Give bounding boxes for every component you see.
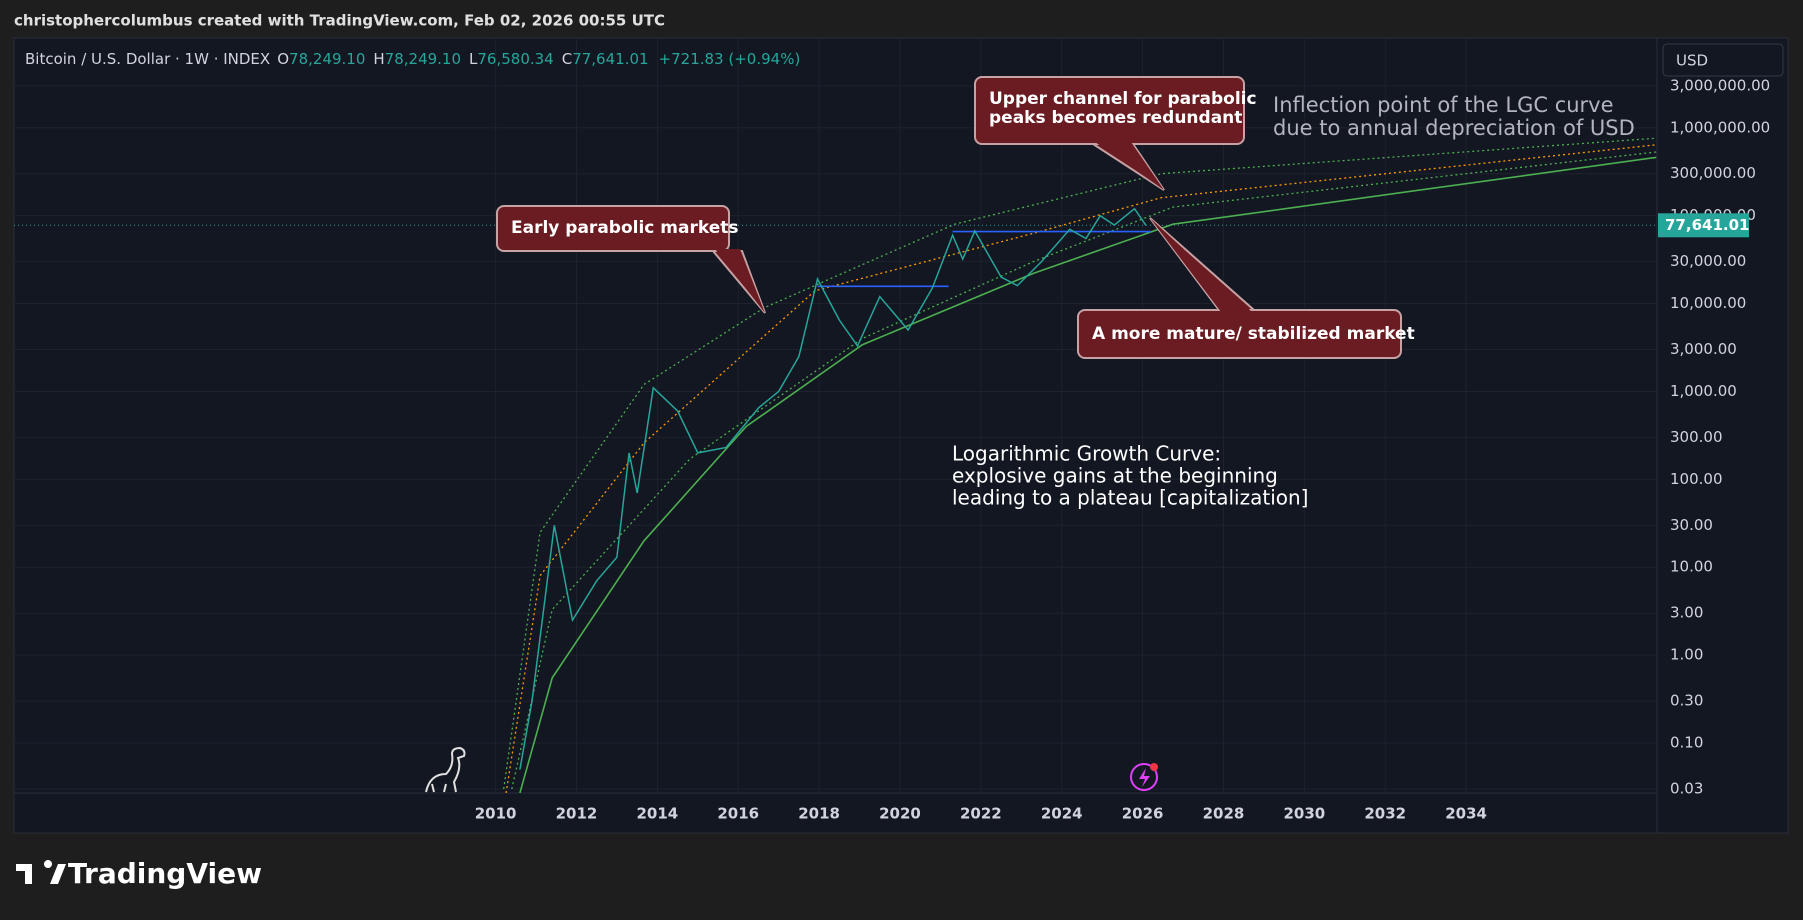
x-tick-label: 2016 [717, 805, 759, 823]
callout-box [496, 205, 730, 252]
callout-joint [1095, 142, 1164, 190]
x-tick-label: 2034 [1445, 805, 1487, 823]
ohlc-key: O [277, 50, 289, 68]
currency-button[interactable] [1662, 43, 1784, 77]
ohlc-key: H [373, 50, 384, 68]
annotation-text: Upper channel for parabolic [989, 89, 1257, 109]
y-tick-label: 0.03 [1670, 779, 1703, 797]
y-tick-label: 1.00 [1670, 646, 1703, 664]
last-price-label: 77,641.01 [1665, 216, 1749, 234]
ohlc-key: C [562, 50, 572, 68]
y-tick-label: 1,000,000.00 [1670, 118, 1770, 136]
y-tick-label: 300.00 [1670, 428, 1723, 446]
change: +721.83 (+0.94%) [659, 50, 801, 68]
x-tick-label: 2012 [556, 805, 598, 823]
ohlc-key: L [469, 50, 478, 68]
currency[interactable]: USD [1676, 52, 1708, 70]
annotation-text: peaks becomes redundant [989, 108, 1242, 128]
x-tick-label: 2014 [636, 805, 678, 823]
y-tick-label: 30.00 [1670, 516, 1713, 534]
annotation-text: Early parabolic markets [511, 218, 738, 238]
price-line [519, 207, 1147, 770]
annotation-text: explosive gains at the beginning [952, 464, 1278, 488]
plot [14, 38, 1657, 793]
symbol: Bitcoin / U.S. Dollar · 1W · INDEX [25, 50, 270, 68]
x-tick-label: 2026 [1122, 805, 1164, 823]
watermark: TradingView [68, 857, 262, 890]
y-tick-label: 1,000.00 [1670, 382, 1737, 400]
x-tick-label: 2020 [879, 805, 921, 823]
x-tick-label: 2010 [475, 805, 517, 823]
ohlc-value: 78,249.10 [289, 50, 365, 68]
y-tick-label: 30,000.00 [1670, 252, 1746, 270]
y-tick-label: 10.00 [1670, 558, 1713, 576]
x-tick-label: 2032 [1364, 805, 1406, 823]
annotation-text: Logarithmic Growth Curve: [952, 442, 1221, 466]
x-tick-label: 2018 [798, 805, 840, 823]
symbol-legend: Bitcoin / U.S. Dollar · 1W · INDEX O78,24… [25, 50, 800, 68]
ohlc-value: 76,580.34 [477, 50, 553, 68]
y-tick-label: 300,000.00 [1670, 164, 1756, 182]
y-tick-label: 0.30 [1670, 692, 1703, 710]
x-tick-label: 2030 [1284, 805, 1326, 823]
callout-joint [1150, 218, 1252, 312]
dino-icon [425, 746, 466, 793]
y-tick-label: 100.00 [1670, 470, 1723, 488]
annotation-text: Inflection point of the LGC curve [1273, 93, 1614, 117]
chart-panel [13, 37, 1789, 834]
y-tick-label: 3,000,000.00 [1670, 76, 1770, 94]
spark-icon [1130, 763, 1158, 791]
channel-curve [519, 156, 1657, 793]
annotation-text: due to annual depreciation of USD [1273, 116, 1635, 140]
y-tick-label: 3.00 [1670, 604, 1703, 622]
annotation-text: A more mature/ stabilized market [1092, 324, 1415, 344]
channel-curve [511, 151, 1657, 790]
y-tick-label: 0.10 [1670, 734, 1703, 752]
logo: TradingView [16, 857, 262, 890]
annotation-text: leading to a plateau [capitalization] [952, 486, 1308, 510]
x-tick-label: 2024 [1041, 805, 1083, 823]
x-tick-label: 2022 [960, 805, 1002, 823]
credit: christophercolumbus created with Trading… [14, 12, 665, 30]
channel-curve [505, 144, 1657, 793]
y-tick-label: 10,000.00 [1670, 294, 1746, 312]
x-tick-label: 2028 [1203, 805, 1245, 823]
callout-joint [715, 249, 765, 313]
last-price-tag [1658, 213, 1749, 238]
y-tick-label: 3,000.00 [1670, 340, 1737, 358]
ohlc-value: 77,641.01 [572, 50, 648, 68]
overlay: 3,000,000.001,000,000.00300,000.00100,00… [25, 50, 1770, 823]
ohlc-value: 78,249.10 [385, 50, 461, 68]
